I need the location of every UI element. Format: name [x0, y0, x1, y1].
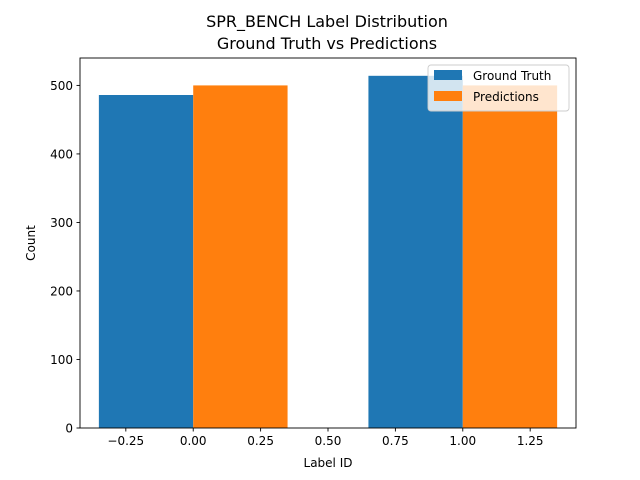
x-tick-label: 0.75: [382, 434, 409, 448]
legend-box: [427, 64, 570, 112]
bar-predictions-label-1: [462, 85, 558, 428]
chart-subtitle: Ground Truth vs Predictions: [217, 34, 437, 53]
legend: Ground Truth Predictions: [427, 64, 570, 112]
legend-label-ground-truth: Ground Truth: [473, 69, 551, 83]
y-tick-label: 400: [50, 147, 73, 161]
y-tick-label: 500: [50, 79, 73, 93]
legend-swatch-predictions: [434, 91, 462, 101]
y-axis-label: Count: [24, 225, 38, 261]
legend-label-predictions: Predictions: [473, 90, 539, 104]
chart-title: SPR_BENCH Label Distribution: [206, 12, 448, 32]
x-tick-label: −0.25: [107, 434, 144, 448]
bar-ground-truth-label-0: [98, 95, 194, 428]
bar-ground-truth-label-1: [368, 75, 463, 428]
y-tick-label: 300: [50, 216, 73, 230]
y-tick-label: 200: [50, 284, 73, 298]
x-tick-label: 0.25: [247, 434, 274, 448]
y-tick-label: 100: [50, 353, 73, 367]
x-axis-ticks: −0.25 0.00 0.25 0.50 0.75 1.00 1.25: [107, 428, 544, 448]
bar-predictions-label-0: [193, 85, 288, 428]
legend-swatch-ground-truth: [434, 70, 462, 80]
y-tick-label: 0: [65, 422, 73, 436]
bars-group: [98, 75, 558, 428]
x-tick-label: 1.00: [449, 434, 476, 448]
x-axis-label: Label ID: [304, 456, 353, 470]
x-tick-label: 0.50: [315, 434, 342, 448]
x-tick-label: 1.25: [517, 434, 544, 448]
plot-frame: [79, 57, 577, 429]
x-tick-label: 0.00: [180, 434, 207, 448]
y-axis-ticks: 0 100 200 300 400 500: [50, 79, 80, 436]
